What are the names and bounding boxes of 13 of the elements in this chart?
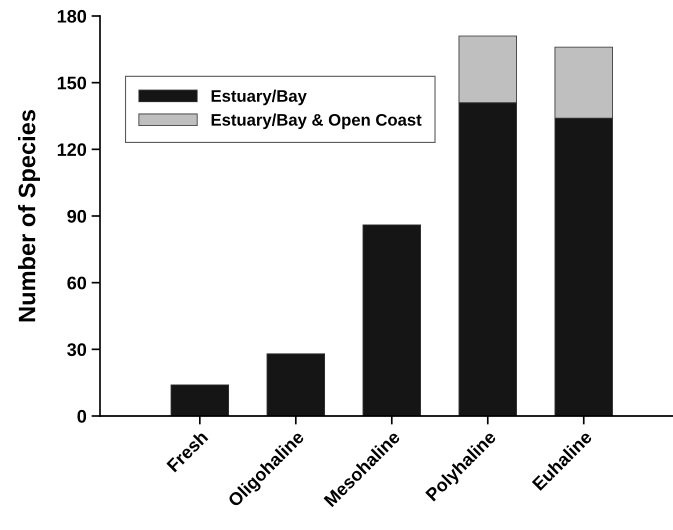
- bar: [266, 353, 326, 416]
- y-tick-label: 0: [77, 410, 86, 423]
- y-tick-label: 120: [58, 143, 86, 156]
- bar: [170, 384, 230, 416]
- y-tick-label: 30: [67, 343, 86, 356]
- bar: [362, 224, 421, 416]
- legend-label: Estuary/Bay: [212, 90, 307, 106]
- y-tick-label: 60: [67, 276, 86, 290]
- y-axis-title: Number of Species: [18, 110, 40, 322]
- y-tick-label: 90: [67, 210, 86, 223]
- y-tick-label: 180: [58, 10, 86, 23]
- y-tick-label: 150: [58, 76, 86, 90]
- legend-label: Estuary/Bay & Open Coast: [212, 114, 422, 130]
